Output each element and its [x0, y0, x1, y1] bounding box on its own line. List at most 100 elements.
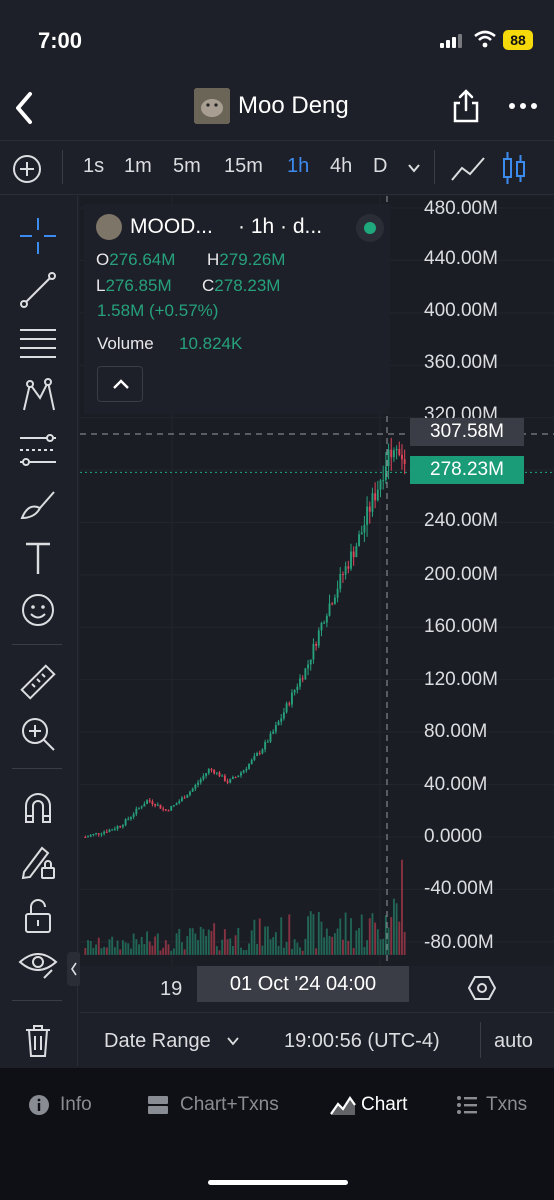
volume-bar — [87, 940, 89, 955]
eye-icon[interactable] — [18, 944, 58, 984]
tab-chart[interactable]: Chart — [361, 1094, 408, 1115]
wifi-icon — [474, 30, 496, 48]
volume-bar — [181, 942, 183, 955]
volume-bar — [205, 935, 208, 955]
candle-body — [183, 797, 186, 799]
volume-bar — [111, 936, 114, 955]
volume-bar — [226, 939, 229, 955]
volume-bar — [355, 930, 358, 955]
chevron-down-icon[interactable] — [226, 1034, 240, 1048]
volume-bar — [237, 927, 240, 955]
volume-bar — [207, 929, 210, 955]
trash-icon[interactable] — [18, 1020, 58, 1060]
line-chart-icon[interactable] — [450, 154, 488, 184]
candle-body — [205, 773, 208, 776]
candle-body — [355, 546, 358, 558]
timeframe-1h[interactable]: 1h — [287, 155, 310, 177]
volume-bar — [336, 928, 339, 955]
price-axis-label: 200.00M — [424, 564, 498, 585]
volume-bar — [299, 947, 301, 955]
tab-chart-txns[interactable]: Chart+Txns — [180, 1094, 279, 1115]
timeframe-d[interactable]: D — [373, 155, 388, 177]
date-range-button[interactable]: Date Range — [104, 1030, 211, 1052]
auto-scale-toggle[interactable]: auto — [494, 1030, 533, 1052]
timeframe-15m[interactable]: 15m — [224, 155, 263, 177]
chart-tab-icon[interactable] — [330, 1094, 356, 1116]
tab-info[interactable]: Info — [60, 1094, 92, 1115]
candle-body — [280, 718, 283, 722]
timeframe-1s[interactable]: 1s — [83, 155, 105, 177]
volume-bar — [197, 940, 199, 955]
lock-drawings-icon[interactable] — [18, 842, 58, 882]
candle-body — [148, 800, 151, 802]
timeframe-5m[interactable]: 5m — [173, 155, 201, 177]
share-icon[interactable] — [452, 88, 480, 124]
unlock-icon[interactable] — [18, 896, 58, 936]
candle-body — [89, 835, 92, 837]
volume-bar — [293, 939, 296, 955]
tab-txns[interactable]: Txns — [486, 1094, 528, 1115]
candle-body — [350, 551, 352, 569]
trend-line-icon[interactable] — [18, 270, 58, 310]
fib-retracement-icon[interactable] — [18, 322, 58, 362]
candlestick-icon[interactable] — [500, 150, 528, 186]
more-icon[interactable] — [508, 96, 538, 116]
volume-bar — [223, 929, 226, 955]
timeframe-1m[interactable]: 1m — [124, 155, 152, 177]
volume-bar — [116, 940, 119, 955]
projection-icon[interactable] — [18, 430, 58, 470]
candle-body — [237, 775, 240, 778]
brush-icon[interactable] — [18, 484, 58, 524]
volume-bar — [159, 950, 162, 955]
add-indicator-icon[interactable] — [12, 154, 42, 184]
timezone-clock[interactable]: 19:00:56 (UTC-4) — [284, 1030, 440, 1052]
back-icon[interactable] — [10, 90, 40, 126]
candle-body — [358, 534, 360, 547]
candle-body — [256, 753, 259, 756]
pattern-icon[interactable] — [18, 376, 58, 416]
chart-settings-icon[interactable] — [468, 974, 496, 1002]
ruler-icon[interactable] — [18, 662, 58, 702]
price-axis-label: -40.00M — [424, 878, 494, 899]
volume-bar — [392, 898, 395, 955]
magnet-icon[interactable] — [18, 788, 58, 828]
volume-bar — [156, 933, 159, 955]
candle-body — [299, 678, 301, 687]
volume-bar — [127, 943, 130, 955]
volume-bar — [178, 928, 181, 955]
volume-bar — [100, 948, 103, 955]
volume-bar — [132, 933, 135, 955]
chart-txns-icon[interactable] — [147, 1094, 169, 1116]
crosshair-icon[interactable] — [18, 216, 58, 256]
volume-bar — [164, 940, 167, 955]
info-icon[interactable] — [28, 1094, 50, 1116]
candle-body — [371, 493, 374, 512]
zoom-in-icon[interactable] — [18, 714, 58, 754]
collapse-legend-button[interactable] — [97, 366, 143, 402]
chevron-down-icon[interactable] — [406, 160, 422, 176]
legend-high: H279.26M — [207, 250, 286, 269]
candle-body — [127, 818, 130, 820]
candle-body — [301, 678, 304, 680]
candle-body — [199, 779, 202, 783]
candle-body — [191, 788, 194, 792]
volume-bar — [248, 943, 250, 955]
candle-body — [229, 778, 232, 783]
toolbar-divider — [434, 150, 435, 184]
volume-bar — [304, 938, 307, 955]
volume-bar — [272, 937, 275, 955]
text-tool-icon[interactable] — [18, 538, 58, 578]
timeframe-4h[interactable]: 4h — [330, 155, 353, 177]
volume-bar — [143, 943, 146, 955]
candle-body — [140, 806, 143, 808]
candle-body — [315, 643, 318, 646]
candle-body — [392, 450, 395, 458]
list-icon[interactable] — [456, 1094, 478, 1116]
volume-bar — [234, 935, 237, 955]
home-indicator — [208, 1180, 348, 1185]
emoji-icon[interactable] — [18, 590, 58, 630]
collapse-toolbar-handle[interactable] — [67, 952, 81, 986]
candle-body — [398, 448, 401, 455]
crosshair-time-tag: 01 Oct '24 04:00 — [197, 966, 409, 1002]
candle-body — [360, 532, 363, 535]
